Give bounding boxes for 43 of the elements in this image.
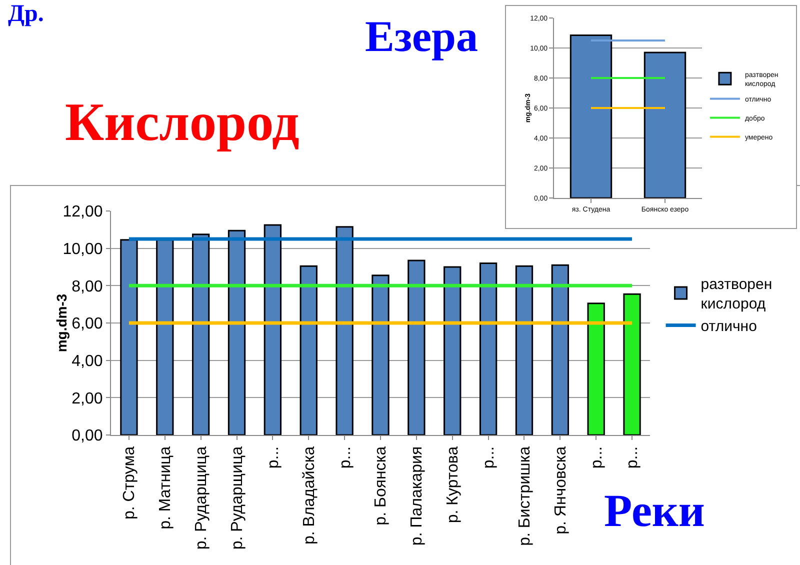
bar bbox=[120, 239, 138, 435]
bar bbox=[444, 266, 462, 435]
x-tick-label: р. Матница bbox=[157, 446, 174, 530]
bar bbox=[408, 260, 426, 435]
text: Реки bbox=[604, 485, 705, 536]
chart-title: Кислород bbox=[65, 92, 300, 152]
y-tick-label: 8,00 bbox=[72, 278, 103, 296]
bar bbox=[156, 239, 174, 435]
x-tick-label: р... bbox=[588, 446, 606, 469]
x-tick-label: р... bbox=[336, 446, 354, 469]
bar bbox=[551, 264, 569, 435]
bar bbox=[623, 293, 641, 435]
x-tick-label: р. Владайска bbox=[300, 446, 318, 545]
y-tick-label: 6,00 bbox=[72, 316, 103, 333]
y-tick-label: 10,00 bbox=[62, 240, 103, 258]
x-tick-label: р. Куртова bbox=[444, 446, 462, 524]
x-tick-label: р... bbox=[624, 446, 642, 469]
chart-title: Езера bbox=[365, 12, 478, 61]
legend-label: отлично bbox=[700, 318, 757, 336]
bar bbox=[479, 262, 498, 435]
x-tick-label: р. Бистришка bbox=[516, 446, 534, 546]
x-tick-label: р. Янчовска bbox=[552, 446, 570, 534]
y-tick-label: 12,00 bbox=[62, 204, 103, 221]
x-tick-label: р... bbox=[264, 446, 282, 469]
bar bbox=[300, 265, 318, 435]
y-axis-title: mg.dm-3 bbox=[54, 294, 70, 352]
x-tick-label: р... bbox=[480, 446, 498, 469]
text: Др. bbox=[8, 1, 44, 27]
bar bbox=[515, 265, 534, 435]
x-tick-label: р. Рударщица bbox=[228, 446, 246, 550]
y-tick-label: 4,00 bbox=[72, 352, 103, 370]
bar bbox=[587, 302, 605, 435]
x-tick-label: р. Рударщица bbox=[193, 446, 210, 550]
bar bbox=[192, 234, 210, 435]
bar bbox=[336, 226, 354, 435]
bar bbox=[264, 224, 282, 435]
y-tick-label: 0,00 bbox=[72, 428, 103, 445]
bar bbox=[372, 274, 390, 435]
x-tick-label: р. Палакария bbox=[408, 446, 426, 546]
y-tick-label: 2,00 bbox=[72, 390, 103, 408]
bar bbox=[228, 230, 246, 435]
x-tick-label: р. Струма bbox=[121, 446, 138, 520]
x-tick-label: р. Боянска bbox=[372, 446, 390, 526]
